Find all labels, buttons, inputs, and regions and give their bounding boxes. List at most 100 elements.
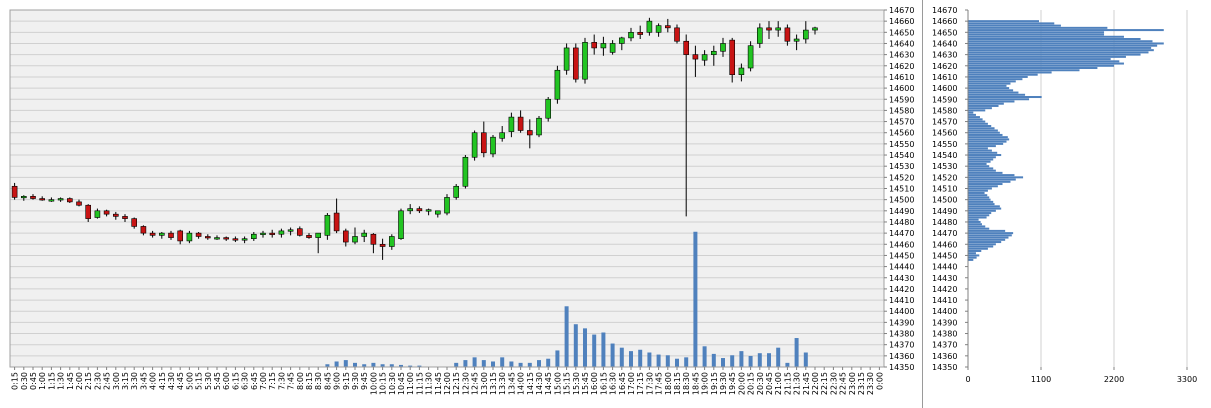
candle-body <box>600 43 607 49</box>
profile-x-tick-label: 1100 <box>1031 375 1051 384</box>
x-tick-label: 21:00 <box>774 372 783 395</box>
y-tick-label: 14610 <box>889 73 914 82</box>
x-tick-label: 22:45 <box>839 372 848 395</box>
candle-body <box>223 237 229 240</box>
profile-x-tick-label: 3300 <box>1177 375 1197 384</box>
volume-bar <box>454 362 459 367</box>
candle-body <box>609 43 616 53</box>
candle-body <box>85 204 91 219</box>
candle-body <box>232 238 239 241</box>
candle <box>793 34 800 51</box>
profile-bar <box>968 122 988 125</box>
volume-bar <box>481 360 486 367</box>
profile-bar <box>968 22 1055 25</box>
candle <box>480 121 487 158</box>
y-tick-label: 14650 <box>889 28 914 37</box>
y-tick-label: 14490 <box>889 207 914 216</box>
profile-y-tick-label: 14590 <box>932 95 957 104</box>
volume-bar <box>408 365 413 367</box>
volume-bar <box>730 355 735 367</box>
x-tick-label: 9:30 <box>351 372 360 390</box>
volume-bar <box>399 364 403 367</box>
candle <box>609 40 616 55</box>
profile-y-tick-label: 14410 <box>932 296 957 305</box>
profile-bar <box>968 243 996 246</box>
candle <box>287 227 294 236</box>
profile-bar <box>968 87 1010 90</box>
profile-bar <box>968 42 1164 45</box>
profile-bar <box>968 138 1010 141</box>
volume-bar <box>389 364 394 367</box>
profile-bar <box>968 73 1038 76</box>
candle-body <box>582 42 588 80</box>
x-tick-label: 1:00 <box>38 372 47 390</box>
x-tick-label: 7:15 <box>268 372 277 390</box>
volume-bar <box>638 349 643 367</box>
candle <box>168 230 174 240</box>
candle-body <box>269 232 276 235</box>
profile-bar <box>968 200 994 203</box>
profile-bar <box>968 180 1011 183</box>
candle-body <box>572 47 579 80</box>
profile-bar <box>968 156 996 159</box>
candle-body <box>333 212 340 232</box>
candle <box>85 204 91 222</box>
candle-body <box>76 201 82 206</box>
profile-y-tick-label: 14660 <box>932 17 957 26</box>
x-tick-label: 19:45 <box>728 372 737 395</box>
volume-bar <box>362 364 367 367</box>
y-tick-label: 14590 <box>889 95 914 104</box>
y-tick-label: 14510 <box>889 185 914 194</box>
profile-y-tick-label: 14520 <box>932 173 957 182</box>
profile-y-tick-label: 14630 <box>932 51 957 60</box>
x-tick-label: 4:15 <box>158 372 167 390</box>
main-y-axis: 14350 14360 14370 14380 14390 14400 14410 14420… <box>884 6 914 372</box>
candle <box>177 229 183 245</box>
candle-body <box>287 229 294 232</box>
x-tick-label: 8:45 <box>323 372 332 390</box>
volume-bar <box>380 364 385 367</box>
profile-bar <box>968 127 995 130</box>
x-tick-label: 20:15 <box>747 372 756 395</box>
candle-body <box>205 236 211 239</box>
candle <box>260 230 266 238</box>
y-tick-label: 14420 <box>889 285 914 294</box>
candle-body <box>628 32 634 39</box>
volume-bar <box>353 362 357 367</box>
candle <box>720 37 726 57</box>
y-tick-label: 14670 <box>889 6 914 15</box>
x-tick-label: 17:00 <box>627 372 636 395</box>
candle-body <box>517 116 524 131</box>
candle <box>140 225 147 236</box>
volume-bar <box>573 324 578 367</box>
profile-bar <box>968 218 979 221</box>
profile-bar <box>968 227 990 230</box>
candle-body <box>324 214 331 236</box>
x-tick-label: 8:30 <box>314 372 323 390</box>
candle <box>664 18 671 33</box>
candle-body <box>802 29 809 40</box>
volume-bar <box>518 362 523 367</box>
x-tick-label: 13:15 <box>489 372 498 395</box>
profile-bar <box>968 120 986 123</box>
profile-bar <box>968 256 977 259</box>
x-tick-label: 20:30 <box>756 372 765 395</box>
x-tick-label: 5:30 <box>204 372 213 390</box>
candle-body <box>103 210 110 215</box>
volume-bar <box>739 351 744 367</box>
candle <box>48 197 55 202</box>
profile-bar <box>968 165 990 168</box>
profile-y-tick-label: 14500 <box>932 196 957 205</box>
volume-bar <box>564 306 569 367</box>
candle <box>333 198 340 234</box>
candle <box>517 110 524 133</box>
x-tick-label: 6:30 <box>241 372 250 390</box>
candle-body <box>674 27 680 42</box>
profile-bar <box>968 254 980 257</box>
candle-body <box>113 213 119 217</box>
candle-body <box>11 185 18 198</box>
profile-y-tick-label: 14420 <box>932 285 957 294</box>
candle <box>563 43 570 75</box>
x-tick-label: 17:30 <box>645 372 654 395</box>
x-tick-label: 18:00 <box>664 372 673 395</box>
